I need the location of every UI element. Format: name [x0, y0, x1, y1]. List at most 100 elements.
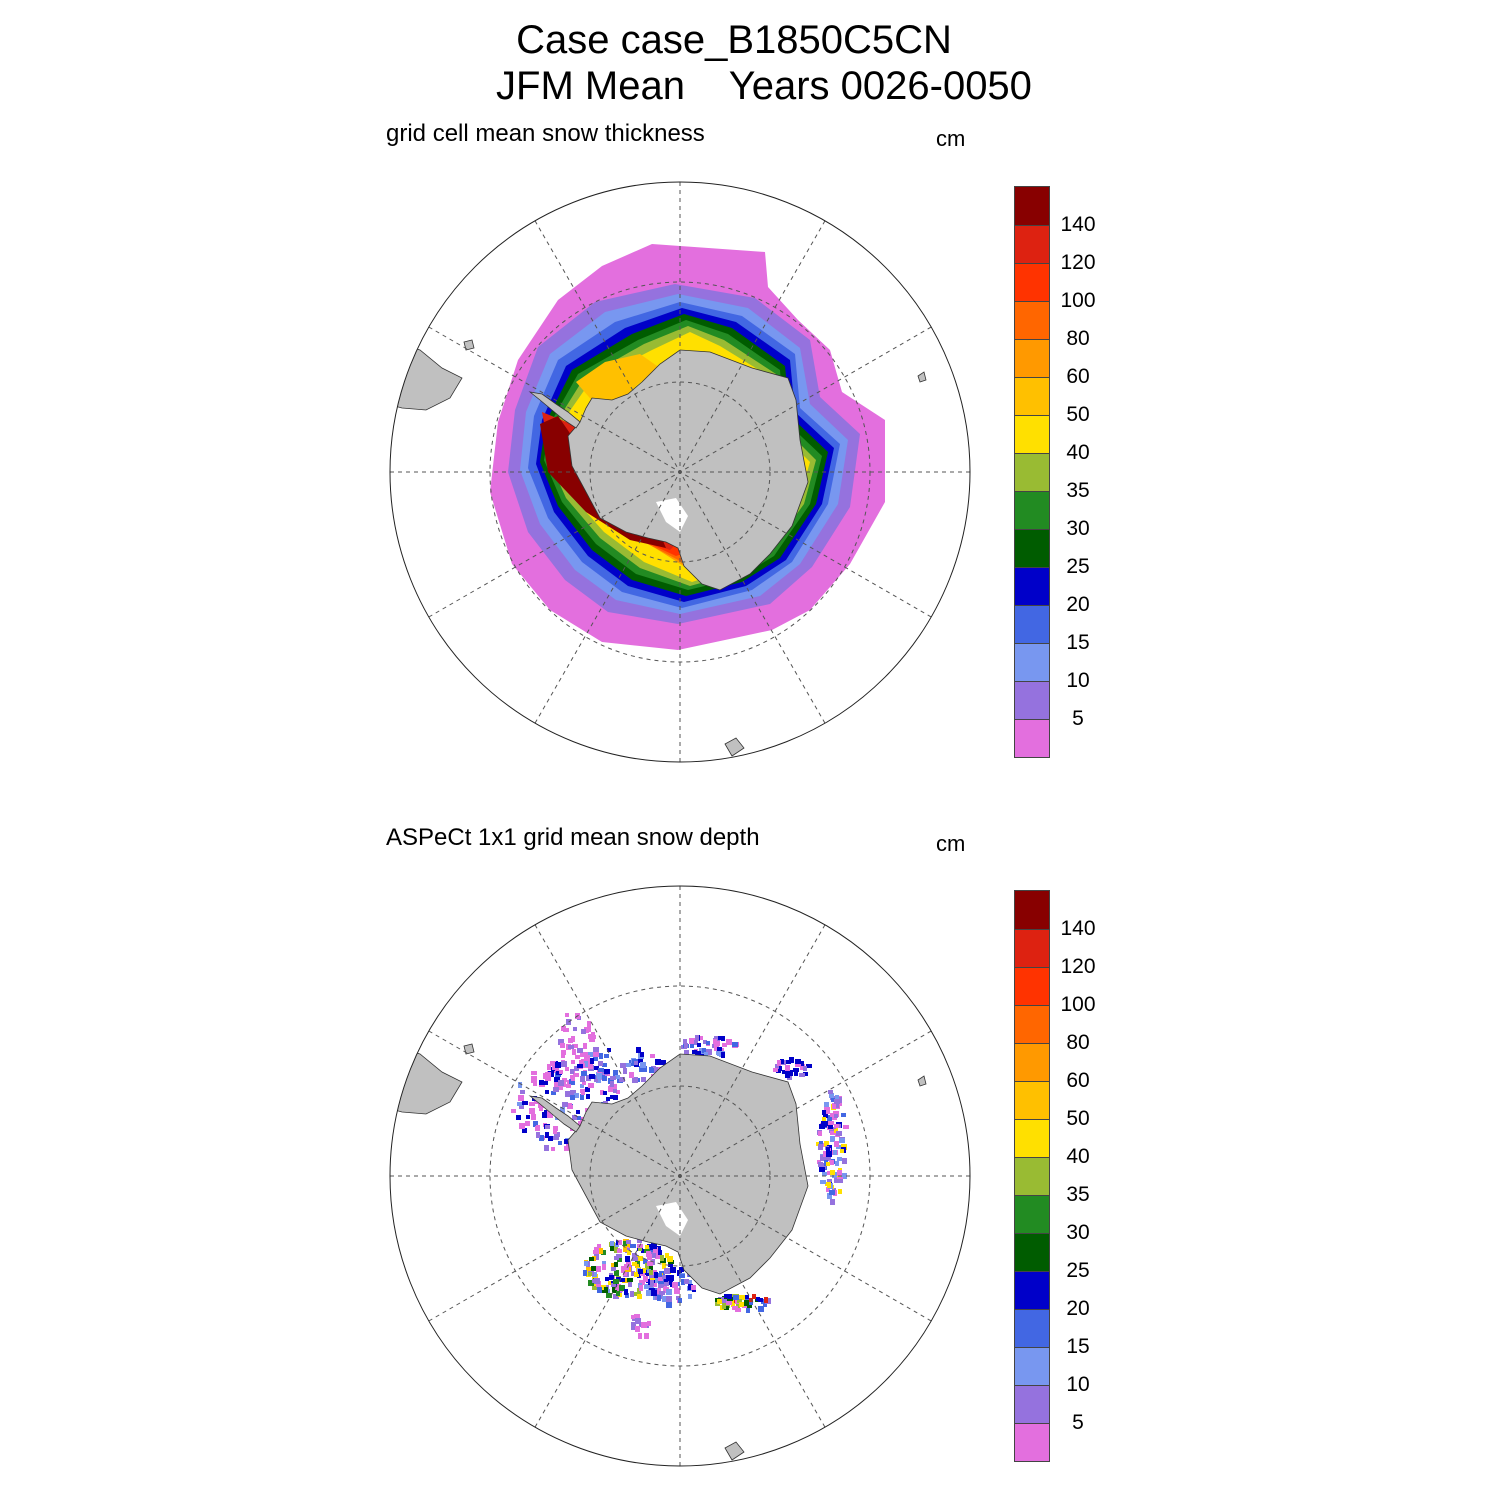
observation-cell	[558, 1086, 563, 1090]
observation-cell	[822, 1172, 827, 1176]
colorbar-box	[1015, 225, 1049, 263]
observation-cell	[614, 1270, 619, 1276]
observation-cell	[635, 1326, 640, 1332]
observation-cell	[571, 1090, 576, 1096]
island-2	[917, 371, 927, 383]
colorbar-label: 40	[1066, 1145, 1090, 1168]
observation-cell	[830, 1113, 834, 1117]
colorbar-box	[1015, 1119, 1049, 1157]
observation-cell	[837, 1179, 843, 1183]
observation-cell	[703, 1040, 707, 1044]
observation-cell	[670, 1267, 676, 1273]
observation-cell	[637, 1294, 642, 1299]
observation-cell	[598, 1068, 604, 1072]
observation-cell	[837, 1170, 842, 1176]
observation-cell	[561, 1053, 565, 1058]
observation-cell	[727, 1294, 732, 1299]
observation-cell	[679, 1274, 685, 1278]
observation-cell	[821, 1163, 826, 1169]
panel2-units: cm	[936, 831, 966, 856]
observation-cell	[643, 1276, 648, 1282]
observation-cell	[605, 1277, 609, 1281]
observation-cell	[526, 1115, 530, 1119]
ross-ice-shelf-gap	[656, 1202, 688, 1236]
observation-cell	[581, 1071, 587, 1076]
observation-cell	[554, 1082, 558, 1088]
observation-cell	[823, 1151, 828, 1157]
observation-cell	[697, 1043, 701, 1047]
observation-cell	[587, 1021, 591, 1026]
observation-cell	[661, 1060, 666, 1065]
observation-cell	[561, 1050, 566, 1055]
observation-cell	[588, 1064, 593, 1069]
observation-cell	[654, 1067, 658, 1073]
observation-cell	[593, 1057, 598, 1061]
observation-cell	[645, 1245, 649, 1250]
observation-cell	[642, 1268, 646, 1273]
observation-cell	[522, 1101, 528, 1105]
observation-cell	[610, 1081, 614, 1087]
observation-cell	[535, 1126, 540, 1131]
observation-cell	[600, 1070, 606, 1075]
observation-cell	[786, 1060, 791, 1064]
panel1-map-boundary	[389, 181, 971, 763]
observation-cell	[826, 1187, 830, 1192]
observation-cell	[564, 1139, 570, 1144]
observation-cell	[538, 1104, 544, 1108]
observation-cell	[629, 1072, 634, 1078]
observation-cell	[588, 1052, 594, 1057]
observation-cell	[650, 1280, 654, 1286]
observation-cell	[664, 1277, 668, 1282]
observation-cell	[639, 1280, 645, 1285]
observation-cell	[565, 1091, 570, 1097]
observation-cell	[684, 1043, 688, 1048]
colorbar-box	[1015, 1347, 1049, 1385]
observation-cell	[615, 1075, 620, 1079]
colorbar-label: 100	[1060, 993, 1096, 1016]
observation-cell	[800, 1064, 805, 1070]
observation-cell	[602, 1075, 607, 1081]
colorbar-label: 80	[1066, 1031, 1090, 1054]
colorbar-box	[1015, 967, 1049, 1005]
observation-cell	[632, 1257, 638, 1261]
observation-cell	[678, 1298, 682, 1303]
colorbar-box	[1015, 415, 1049, 453]
observation-cell	[584, 1061, 588, 1067]
observation-cell	[545, 1090, 549, 1094]
colorbar-box	[1015, 453, 1049, 491]
observation-cell	[542, 1112, 547, 1118]
observation-cell	[536, 1132, 540, 1138]
observation-cell	[539, 1080, 544, 1085]
observation-cell	[592, 1272, 597, 1277]
south-america-land	[390, 336, 463, 411]
colorbar-label: 10	[1066, 1373, 1090, 1396]
observation-cell	[581, 1029, 586, 1034]
observation-cell	[824, 1141, 829, 1147]
observation-cell	[623, 1246, 627, 1252]
observation-cell	[610, 1095, 616, 1099]
observation-cell	[609, 1275, 614, 1280]
observation-cell	[646, 1272, 651, 1276]
observation-cell	[651, 1290, 657, 1296]
observation-cell	[695, 1035, 699, 1041]
colorbar-box	[1015, 491, 1049, 529]
observation-cell	[590, 1058, 594, 1064]
observation-cell	[554, 1132, 560, 1137]
observation-cell	[553, 1126, 558, 1131]
observation-cell	[591, 1266, 596, 1271]
observation-cell	[598, 1061, 603, 1066]
observation-cell	[722, 1303, 726, 1309]
observation-cell	[841, 1173, 847, 1179]
observation-cell	[739, 1295, 745, 1300]
observation-cell	[835, 1161, 839, 1166]
observation-cell	[553, 1087, 559, 1092]
colorbar-label: 5	[1072, 1411, 1084, 1434]
antarctica-land	[567, 1053, 809, 1295]
observation-cell	[681, 1279, 685, 1285]
observation-cell	[818, 1162, 823, 1167]
observation-cell	[525, 1121, 530, 1126]
colorbar-label: 50	[1066, 403, 1090, 426]
observation-cell	[820, 1180, 826, 1184]
observation-cell	[652, 1283, 657, 1287]
observation-cell	[606, 1293, 612, 1298]
